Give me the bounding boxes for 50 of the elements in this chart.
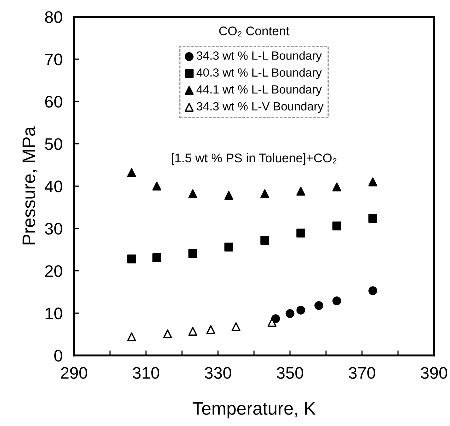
point (368, 214, 378, 223)
y-tick-label: 10 (46, 308, 62, 320)
y-tick-label: 0 (54, 350, 62, 362)
legend-label: 40.3 wt % L-L Boundary (196, 68, 322, 80)
point (224, 242, 234, 252)
x-tick-label: 390 (420, 367, 448, 380)
point (296, 306, 306, 315)
legend-label: 34.3 wt % L-L Boundary (196, 51, 322, 62)
annotation: [1.5 wt % PS in Toluene]+CO₂ (172, 153, 337, 166)
y-tick-label: 60 (45, 96, 62, 108)
point (163, 330, 172, 339)
point (332, 296, 342, 306)
x-tick-label: 330 (204, 367, 232, 380)
x-tick-label: 310 (132, 367, 160, 380)
legend-label: 34.3 wt % L-V Boundary (196, 102, 324, 114)
point (127, 254, 136, 264)
point (206, 325, 216, 334)
x-tick-label: 290 (61, 367, 88, 380)
x-axis-title: Temperature, K (192, 402, 316, 419)
point (314, 301, 324, 310)
point (152, 182, 162, 191)
y-tick-label: 40 (44, 180, 62, 193)
point (296, 187, 306, 196)
point (260, 190, 270, 198)
y-tick-label: 20 (45, 265, 62, 278)
point (368, 286, 378, 296)
point (332, 222, 342, 231)
legend-title: CO₂ Content (219, 26, 290, 37)
y-axis-title: Pressure, MPa (22, 126, 38, 245)
x-tick-label: 370 (348, 367, 376, 380)
point (232, 322, 241, 332)
point (260, 236, 270, 245)
point (188, 190, 198, 198)
point (286, 309, 295, 318)
y-tick-label: 30 (45, 223, 62, 235)
point (332, 182, 342, 192)
point (127, 332, 136, 342)
point (127, 168, 136, 178)
y-tick-label: 70 (45, 54, 62, 66)
y-tick-label: 50 (45, 138, 62, 150)
point (188, 249, 198, 258)
y-tick-label: 80 (45, 11, 62, 24)
point (152, 253, 162, 262)
x-tick-label: 350 (276, 367, 304, 380)
point (188, 327, 198, 336)
legend-label: 44.1 wt % L-L Boundary (196, 85, 322, 96)
point (224, 191, 234, 200)
point (368, 178, 378, 187)
point (296, 228, 306, 238)
point (268, 318, 277, 328)
